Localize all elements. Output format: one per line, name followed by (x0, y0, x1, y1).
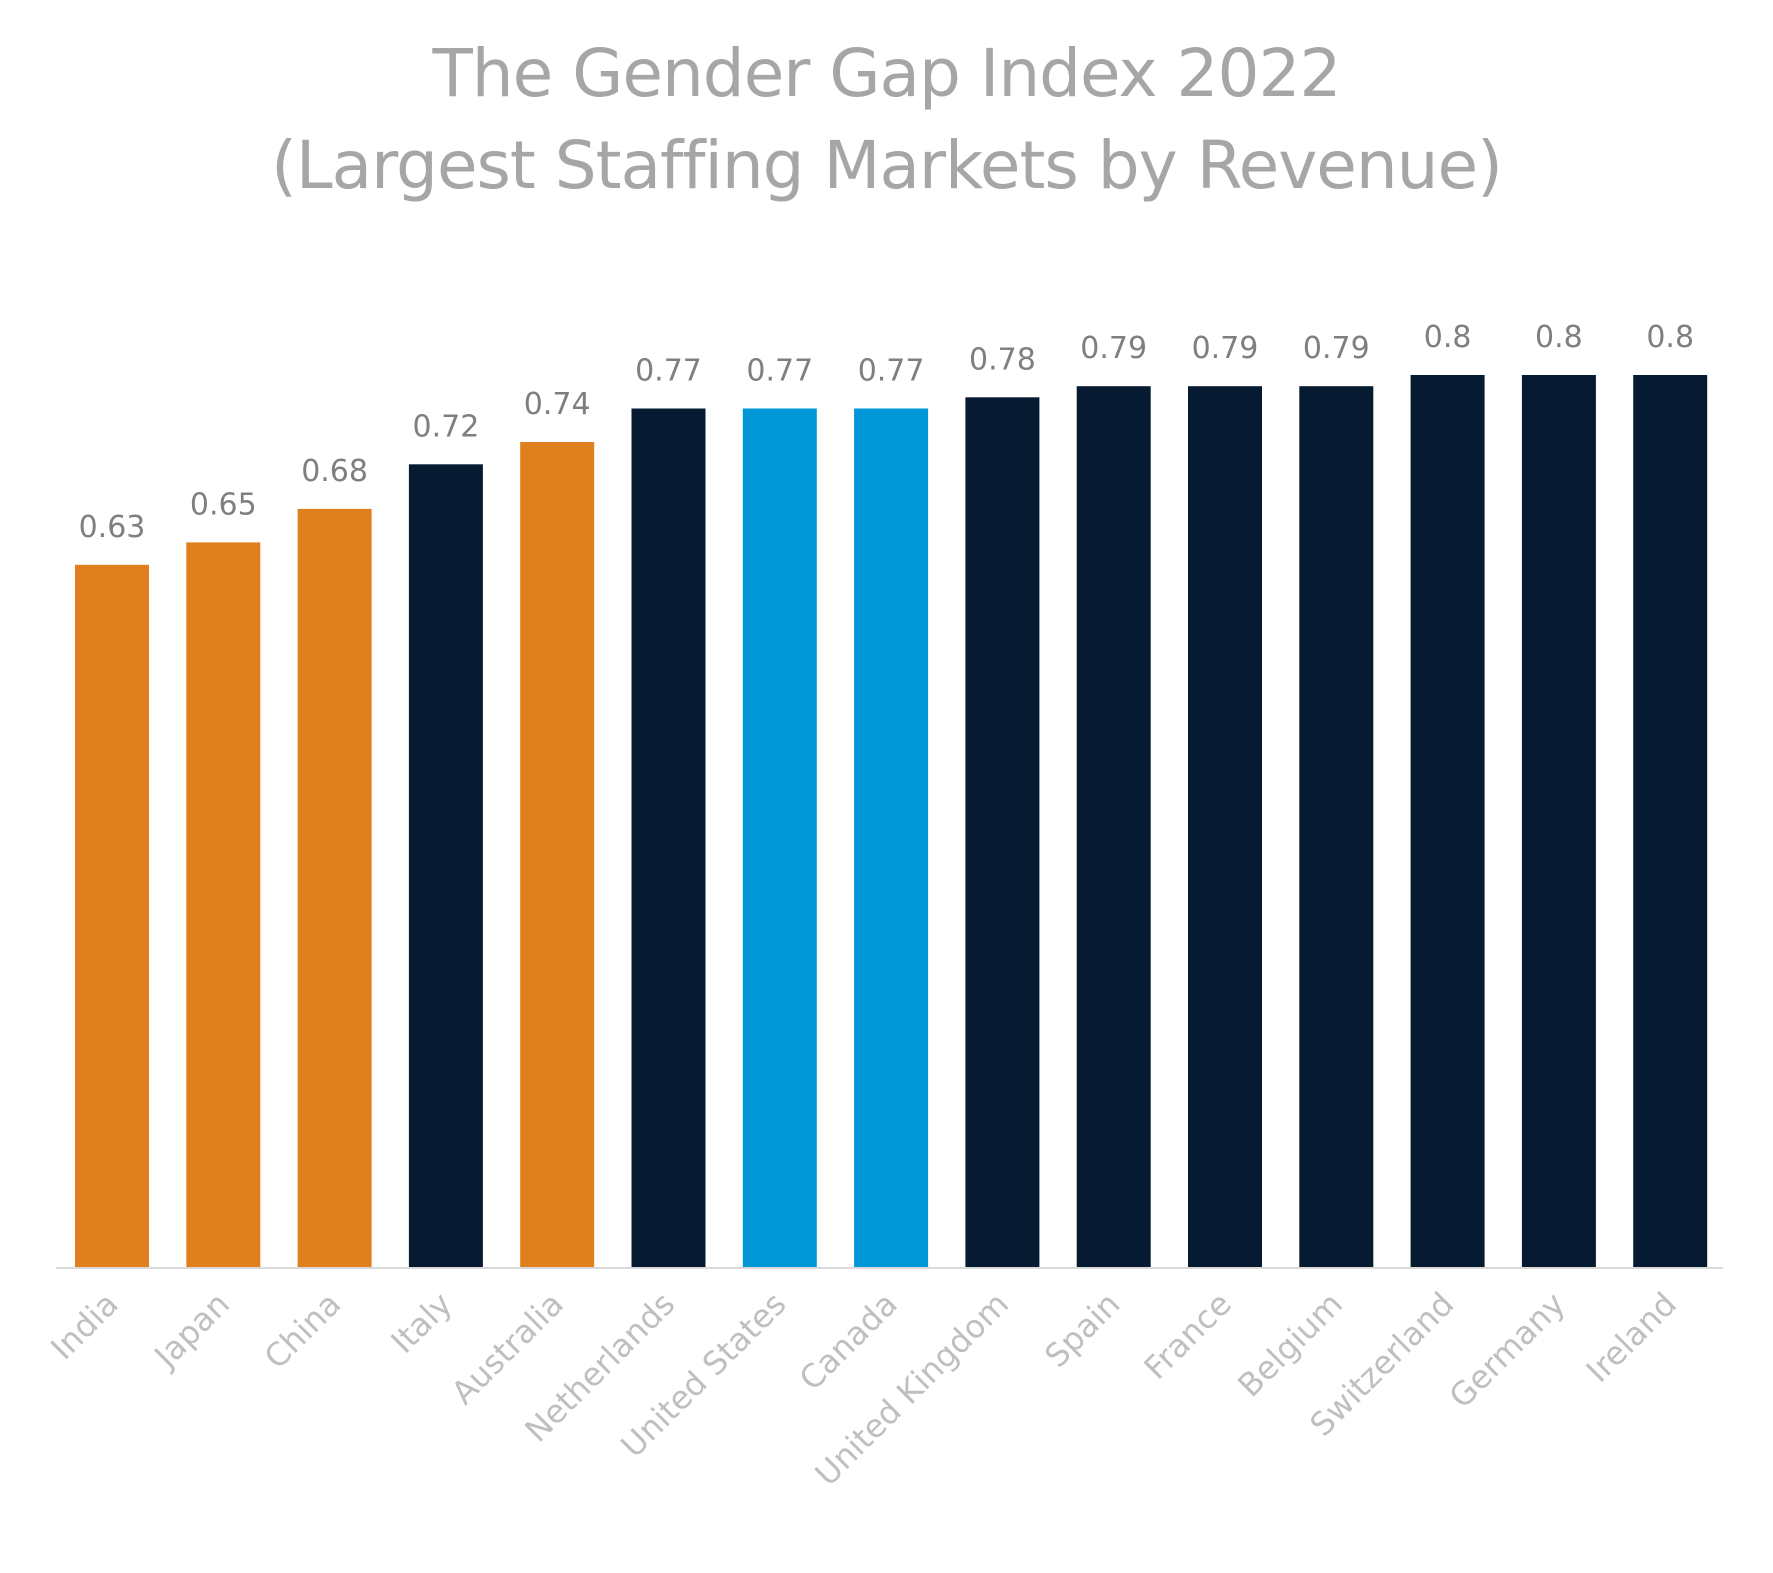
value-label-australia: 0.74 (524, 387, 591, 422)
bar-switzerland (1410, 375, 1485, 1268)
value-label-spain: 0.79 (1080, 331, 1147, 366)
value-label-united-states: 0.77 (746, 354, 813, 389)
x-tick-label-india: India (43, 1285, 125, 1367)
bar-united-states (742, 408, 817, 1268)
value-label-germany: 0.8 (1535, 320, 1583, 355)
value-labels-layer: 0.63 0.65 0.68 0.72 0.74 0.77 0.77 0.77 0.78 0.79… (79, 320, 1694, 545)
value-label-india: 0.63 (79, 510, 146, 545)
bar-japan (186, 542, 261, 1268)
value-label-united-kingdom: 0.78 (969, 342, 1036, 377)
bar-united-kingdom (965, 397, 1040, 1268)
value-label-italy: 0.72 (413, 409, 480, 444)
value-label-switzerland: 0.8 (1424, 320, 1472, 355)
chart-title: The Gender Gap Index 2022 (Largest Staff… (0, 28, 1773, 212)
x-tick-label-japan: Japan (146, 1285, 237, 1376)
value-label-belgium: 0.79 (1303, 331, 1370, 366)
bar-france (1188, 386, 1262, 1268)
value-label-china: 0.68 (301, 454, 368, 489)
value-label-japan: 0.65 (190, 487, 257, 522)
x-tick-label-china: China (257, 1285, 349, 1377)
bar-china (297, 508, 372, 1268)
bar-belgium (1299, 386, 1374, 1268)
bar-netherlands (631, 408, 706, 1268)
bar-spain (1076, 386, 1151, 1268)
x-tick-label-united-kingdom: United Kingdom (808, 1285, 1016, 1493)
x-tick-label-spain: Spain (1037, 1285, 1127, 1375)
bar-ireland (1633, 375, 1708, 1268)
x-tick-label-italy: Italy (384, 1285, 460, 1361)
value-label-netherlands: 0.77 (635, 354, 702, 389)
x-tick-labels-layer: India Japan China ItalyAustraliaNetherlands… (43, 1285, 1684, 1493)
x-tick-label-france: France (1137, 1285, 1239, 1387)
value-label-ireland: 0.8 (1646, 320, 1694, 355)
x-tick-label-germany: Germany (1442, 1285, 1573, 1416)
x-tick-label-ireland: Ireland (1579, 1285, 1684, 1390)
x-tick-label-canada: Canada (792, 1285, 905, 1398)
bar-italy (408, 464, 483, 1268)
bars-layer (75, 375, 1708, 1268)
bar-australia (520, 442, 595, 1268)
chart-subtitle-line: (Largest Staffing Markets by Revenue) (271, 127, 1503, 204)
value-label-canada: 0.77 (858, 354, 925, 389)
bar-canada (854, 408, 929, 1268)
bar-germany (1521, 375, 1596, 1268)
chart-title-line: The Gender Gap Index 2022 (432, 35, 1341, 112)
value-label-france: 0.79 (1192, 331, 1259, 366)
bar-india (75, 564, 149, 1268)
